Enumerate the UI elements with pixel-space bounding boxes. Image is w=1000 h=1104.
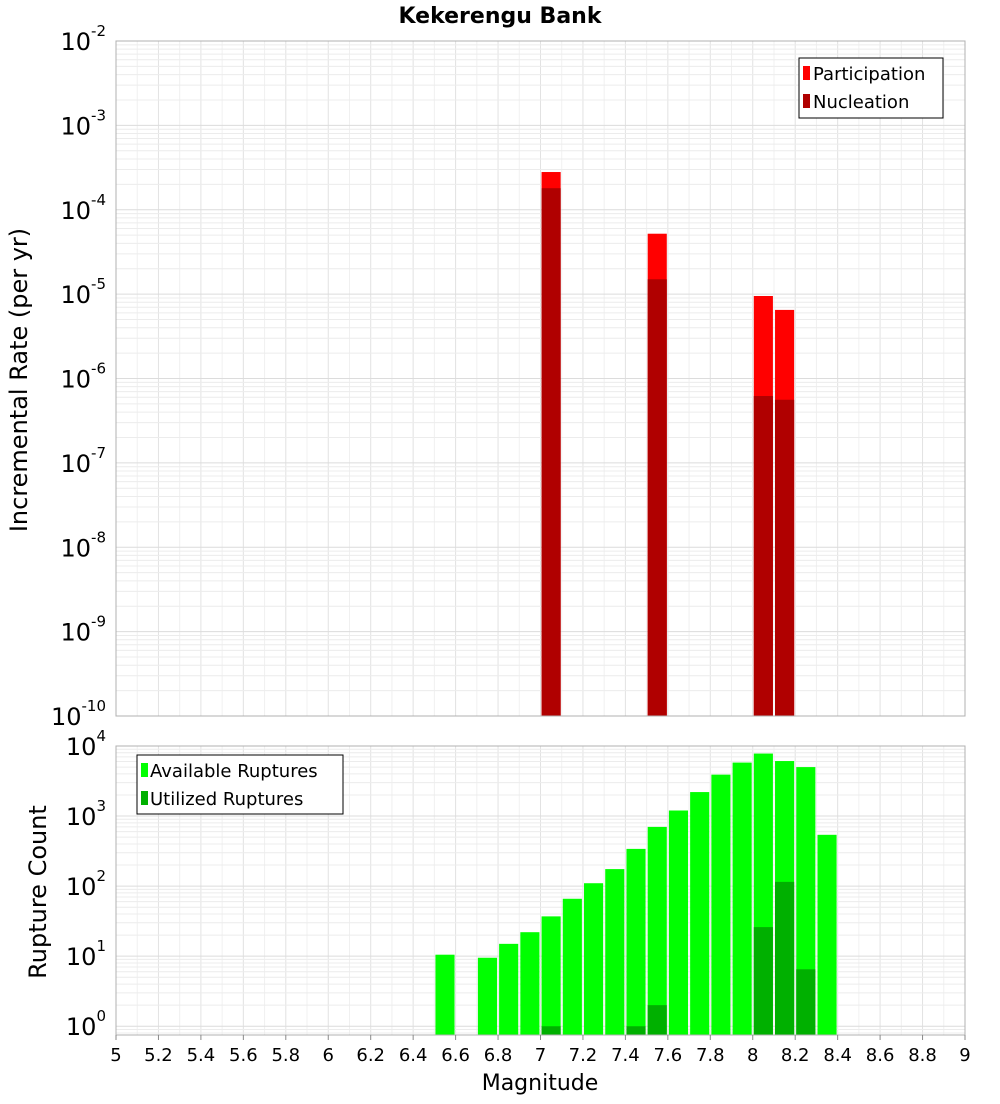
bottom-y-tick-label: 104 bbox=[66, 727, 106, 761]
bottom-bar-available-ruptures bbox=[541, 916, 561, 1035]
x-tick-label: 5.4 bbox=[187, 1045, 216, 1066]
bottom-bar-available-ruptures bbox=[690, 792, 710, 1035]
top-y-tick-label: 10-5 bbox=[60, 275, 106, 309]
bottom-y-tick-label: 103 bbox=[66, 797, 106, 831]
bottom-bar-available-ruptures bbox=[605, 869, 625, 1035]
bottom-bar-utilized-ruptures bbox=[626, 1026, 646, 1035]
bottom-bar-available-ruptures bbox=[796, 767, 816, 1035]
bottom-y-ticks: 100 101 102 103 104 bbox=[66, 727, 106, 1041]
bottom-bar-available-ruptures bbox=[647, 826, 667, 1035]
x-tick-label: 5.6 bbox=[229, 1045, 258, 1066]
bottom-bar-available-ruptures bbox=[477, 957, 497, 1035]
top-bar-nucleation bbox=[753, 396, 773, 716]
x-tick-label: 8.2 bbox=[781, 1045, 810, 1066]
x-tick-label: 8 bbox=[747, 1045, 758, 1066]
x-tick-label: 8.8 bbox=[908, 1045, 937, 1066]
bottom-bar-available-ruptures bbox=[584, 883, 604, 1035]
x-tick-label: 7.2 bbox=[569, 1045, 598, 1066]
bottom-bar-available-ruptures bbox=[668, 810, 689, 1035]
top-y-tick-label: 10-2 bbox=[60, 22, 106, 56]
bottom-bar-utilized-ruptures bbox=[775, 881, 795, 1035]
bottom-legend-box bbox=[136, 754, 344, 815]
x-tick-label: 7.6 bbox=[654, 1045, 683, 1066]
top-plot-frame bbox=[115, 40, 966, 717]
top-y-tick-label: 10-3 bbox=[60, 106, 106, 140]
x-tick-label: 5 bbox=[110, 1045, 121, 1066]
top-y-tick-label: 10-8 bbox=[60, 528, 106, 562]
top-y-tick-label: 10-6 bbox=[60, 360, 106, 394]
x-tick-label: 8.4 bbox=[823, 1045, 852, 1066]
top-bar-nucleation bbox=[541, 188, 561, 717]
top-panel-rate: 10-10 10-9 10-8 10-7 10-6 10-5 10-4 10-3 10-2 In… bbox=[5, 22, 966, 731]
chart-title: Kekerengu Bank bbox=[399, 4, 603, 29]
top-grid bbox=[115, 41, 966, 717]
bottom-bar-utilized-ruptures bbox=[647, 1005, 667, 1035]
bottom-bars bbox=[435, 753, 837, 1035]
top-y-ticks: 10-10 10-9 10-8 10-7 10-6 10-5 10-4 10-3 10-2 bbox=[51, 22, 106, 731]
bottom-y-tick-label: 100 bbox=[66, 1007, 106, 1041]
x-tick-label: 6.6 bbox=[441, 1045, 470, 1066]
x-tick-label: 7.4 bbox=[611, 1045, 640, 1066]
x-axis-label: Magnitude bbox=[482, 1071, 599, 1096]
legend-swatch-available bbox=[141, 763, 148, 777]
top-y-tick-label: 10-7 bbox=[60, 444, 106, 478]
x-tick-label: 7.8 bbox=[696, 1045, 725, 1066]
top-legend: Participation Nucleation bbox=[798, 57, 944, 119]
legend-label-available: Available Ruptures bbox=[150, 761, 318, 782]
x-tick-label: 6.8 bbox=[484, 1045, 513, 1066]
top-y-tick-label: 10-4 bbox=[60, 191, 106, 225]
top-bars bbox=[541, 172, 795, 717]
top-legend-box bbox=[798, 57, 944, 119]
top-y-tick-label: 10-9 bbox=[60, 613, 106, 647]
x-tick-label: 5.2 bbox=[144, 1045, 173, 1066]
top-y-axis-label: Incremental Rate (per yr) bbox=[5, 228, 33, 532]
bottom-bar-available-ruptures bbox=[520, 932, 540, 1035]
x-tick-label: 6.4 bbox=[399, 1045, 428, 1066]
legend-swatch-utilized bbox=[141, 791, 148, 805]
x-tick-label: 8.6 bbox=[866, 1045, 895, 1066]
x-tick-label: 6.2 bbox=[356, 1045, 385, 1066]
legend-label-participation: Participation bbox=[813, 64, 925, 85]
top-bar-nucleation bbox=[647, 279, 667, 716]
x-tick-label: 5.8 bbox=[271, 1045, 300, 1066]
legend-label-nucleation: Nucleation bbox=[813, 92, 909, 113]
bottom-y-axis-label: Rupture Count bbox=[24, 805, 52, 979]
bottom-bar-available-ruptures bbox=[711, 774, 731, 1035]
top-bar-nucleation bbox=[775, 399, 795, 716]
x-tick-label: 9 bbox=[959, 1045, 970, 1066]
bottom-bar-available-ruptures bbox=[499, 943, 519, 1035]
bottom-bar-utilized-ruptures bbox=[753, 927, 773, 1035]
bottom-bar-utilized-ruptures bbox=[796, 969, 816, 1035]
bottom-panel-count: 100 101 102 103 104 5 5.2 5.4 5.6 5.8 6 6.2 6.4 6.6 6… bbox=[24, 727, 971, 1096]
bottom-bar-available-ruptures bbox=[817, 834, 837, 1035]
bottom-y-tick-label: 101 bbox=[66, 937, 106, 971]
bottom-bar-utilized-ruptures bbox=[541, 1026, 561, 1035]
bottom-y-tick-label: 102 bbox=[66, 867, 106, 901]
bottom-legend: Available Ruptures Utilized Ruptures bbox=[136, 754, 344, 815]
bottom-bar-available-ruptures bbox=[732, 762, 752, 1035]
bottom-x-ticks: 5 5.2 5.4 5.6 5.8 6 6.2 6.4 6.6 6.8 7 7.2 7.4 7.6 7.8 8… bbox=[110, 1035, 971, 1066]
bottom-bar-available-ruptures bbox=[626, 848, 646, 1035]
legend-swatch-nucleation bbox=[803, 94, 810, 108]
legend-swatch-participation bbox=[803, 66, 810, 80]
legend-label-utilized: Utilized Ruptures bbox=[150, 789, 303, 810]
x-tick-label: 7 bbox=[535, 1045, 546, 1066]
bottom-bar-available-ruptures bbox=[562, 898, 582, 1035]
x-tick-label: 6 bbox=[323, 1045, 334, 1066]
top-y-tick-label: 10-10 bbox=[51, 697, 106, 731]
bottom-bar-available-ruptures bbox=[435, 954, 455, 1035]
